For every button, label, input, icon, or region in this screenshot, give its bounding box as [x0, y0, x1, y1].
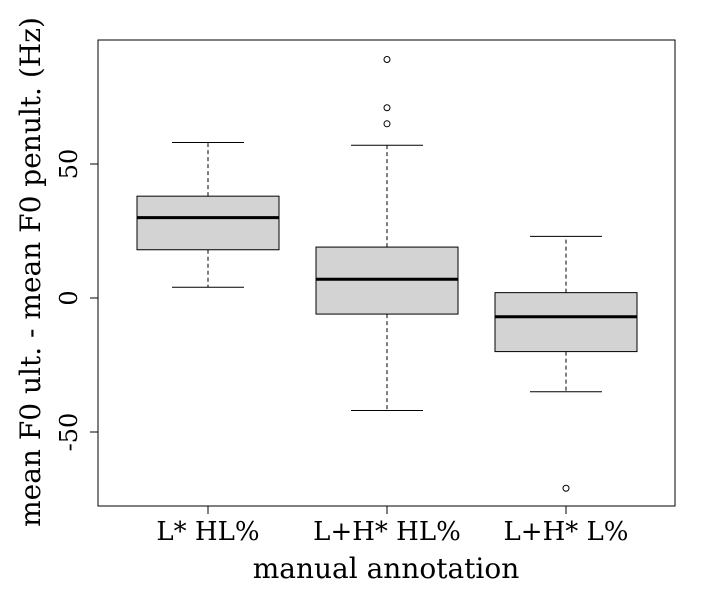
y-axis: -50 0 50: [55, 149, 98, 452]
x-tick-label: L+H* HL%: [313, 517, 461, 547]
outlier-point: [383, 55, 391, 63]
box-group: [494, 235, 638, 492]
boxes-group: [136, 55, 638, 492]
x-tick-label: L* HL%: [156, 517, 259, 547]
y-tick-label: -50: [55, 413, 83, 452]
x-axis-label: manual annotation: [253, 552, 520, 585]
box-group: [136, 142, 280, 288]
x-tick-label: L+H* L%: [504, 517, 629, 547]
outlier-point: [383, 120, 391, 128]
iqr-box: [494, 292, 638, 353]
box-group: [315, 55, 459, 412]
x-axis: L* HL% L+H* HL% L+H* L%: [156, 506, 628, 547]
y-axis-label: mean F0 ult. - mean F0 penult. (Hz): [14, 17, 47, 527]
y-tick-label: 50: [55, 149, 83, 180]
outlier-point: [562, 484, 570, 492]
iqr-box: [136, 195, 280, 251]
outlier-point: [383, 104, 391, 112]
y-tick-label: 0: [55, 290, 83, 305]
